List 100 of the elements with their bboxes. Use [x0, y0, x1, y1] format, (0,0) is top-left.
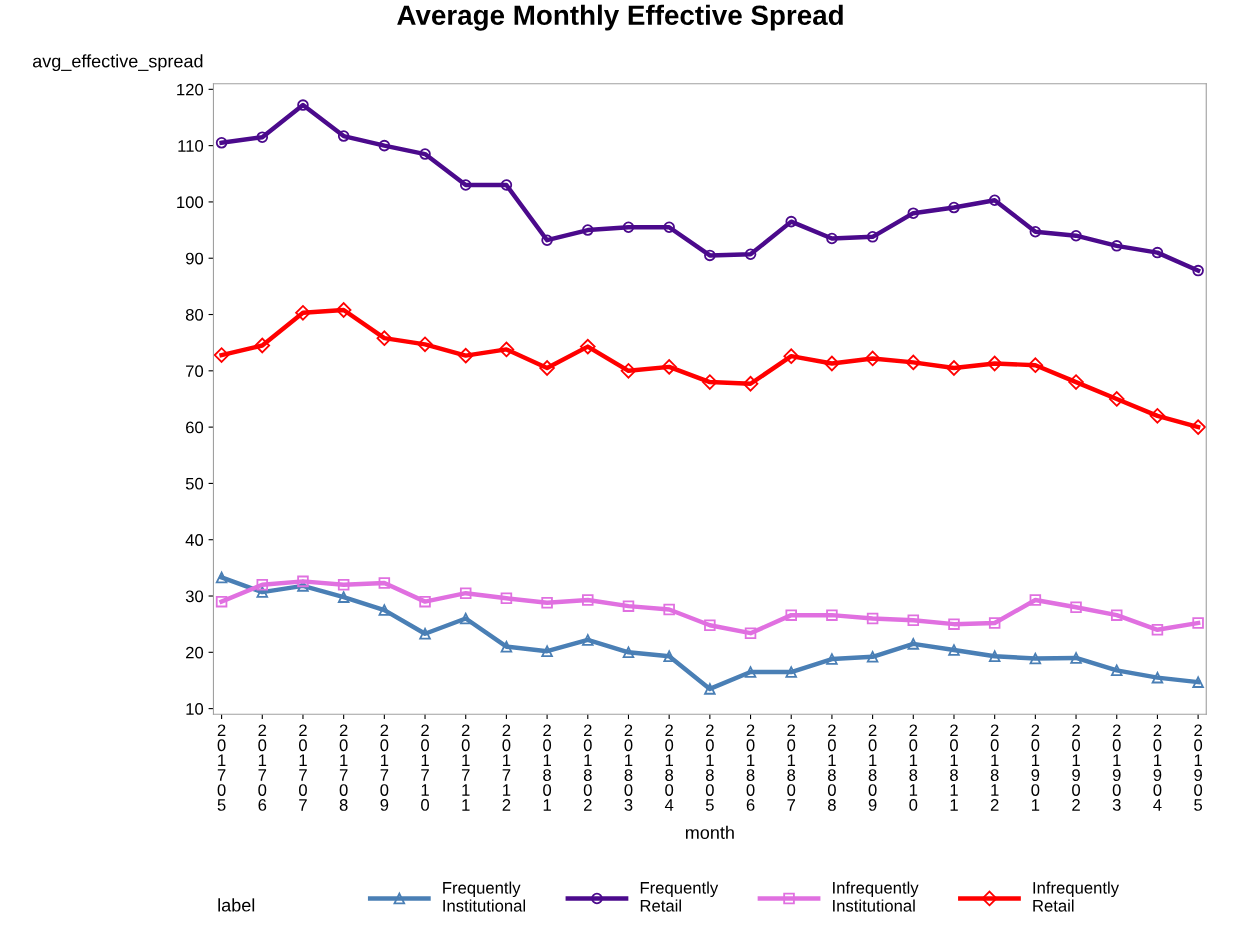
legend-label: Infrequently Retail	[1033, 881, 1120, 912]
point	[948, 644, 960, 656]
point	[256, 586, 269, 598]
x-tick-label: 201905	[1194, 724, 1203, 811]
point	[622, 221, 635, 234]
point	[744, 248, 757, 261]
legend-label: Frequently Retail	[640, 881, 719, 912]
point	[866, 612, 879, 625]
point	[297, 99, 309, 111]
point	[661, 359, 677, 375]
point	[254, 337, 271, 354]
x-tick-label: 201810	[909, 724, 918, 811]
point	[419, 627, 431, 640]
point	[785, 666, 797, 678]
point	[663, 603, 675, 616]
legend-label: Infrequently Institutional	[833, 881, 919, 912]
point	[417, 336, 433, 353]
point	[826, 232, 838, 245]
x-tick-label: 201706	[258, 724, 267, 811]
point	[1029, 594, 1042, 606]
point	[500, 592, 513, 605]
x-tick-label: 201803	[624, 724, 633, 811]
point	[297, 575, 309, 588]
point	[1029, 652, 1042, 665]
legend-label: Frequently Institutional	[443, 881, 526, 912]
point	[702, 374, 718, 390]
point	[744, 627, 757, 639]
x-tick-label: 201705	[217, 724, 226, 811]
point	[826, 609, 838, 621]
point	[704, 619, 716, 632]
point	[988, 650, 1001, 663]
y-tick-label: 40	[185, 534, 204, 546]
x-tick-label: 201805	[705, 724, 714, 811]
y-tick-label: 110	[178, 140, 204, 152]
point	[1192, 264, 1204, 277]
point	[256, 578, 269, 591]
point	[826, 653, 838, 665]
point	[419, 148, 431, 160]
x-tick-label: 201712	[502, 724, 511, 811]
point	[948, 201, 960, 214]
point	[376, 330, 393, 346]
point	[1068, 374, 1084, 390]
point	[582, 594, 594, 606]
point	[1151, 624, 1164, 636]
point	[1070, 652, 1082, 664]
x-tick-label: 201707	[298, 724, 307, 811]
point	[213, 347, 230, 363]
x-tick-label: 201711	[461, 724, 470, 811]
x-tick-label: 201802	[583, 724, 592, 811]
point	[337, 130, 350, 142]
point	[1027, 357, 1044, 373]
point	[498, 341, 515, 358]
point	[744, 666, 757, 678]
x-tick-label: 201804	[664, 724, 674, 811]
point	[541, 234, 553, 246]
chart-title: Average Monthly Effective Spread	[397, 4, 843, 31]
legend-title: label	[218, 898, 255, 912]
point	[378, 139, 391, 152]
point	[620, 363, 637, 379]
point	[215, 137, 228, 149]
point	[1151, 671, 1164, 684]
point	[1110, 664, 1123, 677]
point	[215, 595, 228, 608]
x-tick-label: 201811	[950, 724, 958, 811]
point	[459, 612, 472, 625]
point	[907, 614, 920, 626]
point	[704, 683, 716, 695]
point	[378, 604, 391, 616]
point	[256, 131, 269, 143]
point	[1110, 609, 1123, 621]
point	[1192, 676, 1204, 688]
point	[1108, 391, 1125, 407]
y-tick-label: 10	[186, 703, 204, 715]
x-tick-label: 201710	[421, 724, 430, 811]
point	[663, 221, 675, 234]
point	[337, 578, 350, 591]
point	[783, 348, 800, 364]
x-tick-label: 201903	[1112, 724, 1121, 811]
point	[500, 640, 513, 653]
x-tick-label: 201901	[1031, 724, 1040, 811]
point	[866, 651, 879, 663]
point	[986, 355, 1003, 372]
point	[622, 600, 635, 612]
point	[459, 179, 472, 191]
point	[622, 646, 635, 659]
point	[500, 179, 513, 191]
y-tick-label: 60	[186, 421, 204, 434]
point	[582, 634, 594, 646]
point	[580, 338, 596, 355]
point	[1070, 601, 1082, 614]
y-tick-label: 100	[177, 196, 204, 209]
point	[905, 354, 922, 371]
x-tick-label: 201812	[990, 724, 999, 811]
point	[785, 215, 797, 228]
point	[582, 224, 594, 236]
x-tick-label: 201807	[787, 724, 796, 811]
x-tick-label: 201902	[1072, 724, 1081, 811]
y-tick-label: 90	[185, 252, 204, 265]
point	[907, 207, 920, 219]
point	[824, 355, 840, 372]
